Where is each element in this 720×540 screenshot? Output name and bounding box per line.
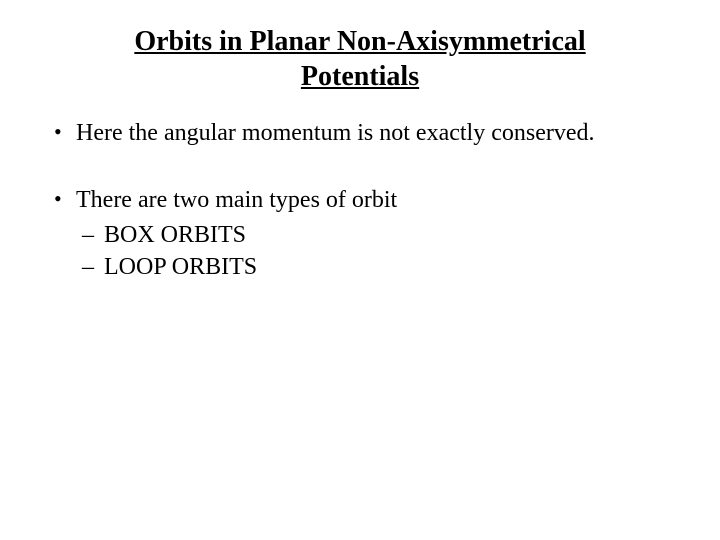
- bullet-text: There are two main types of orbit: [76, 187, 397, 213]
- slide-title: Orbits in Planar Non-Axisymmetrical Pote…: [48, 24, 672, 94]
- sub-list: BOX ORBITS LOOP ORBITS: [76, 220, 672, 282]
- bullet-item: Here the angular momentum is not exactly…: [48, 118, 672, 149]
- sub-item: BOX ORBITS: [76, 220, 672, 251]
- bullet-list: Here the angular momentum is not exactly…: [48, 118, 672, 283]
- bullet-item: There are two main types of orbit BOX OR…: [48, 185, 672, 283]
- sub-item: LOOP ORBITS: [76, 252, 672, 283]
